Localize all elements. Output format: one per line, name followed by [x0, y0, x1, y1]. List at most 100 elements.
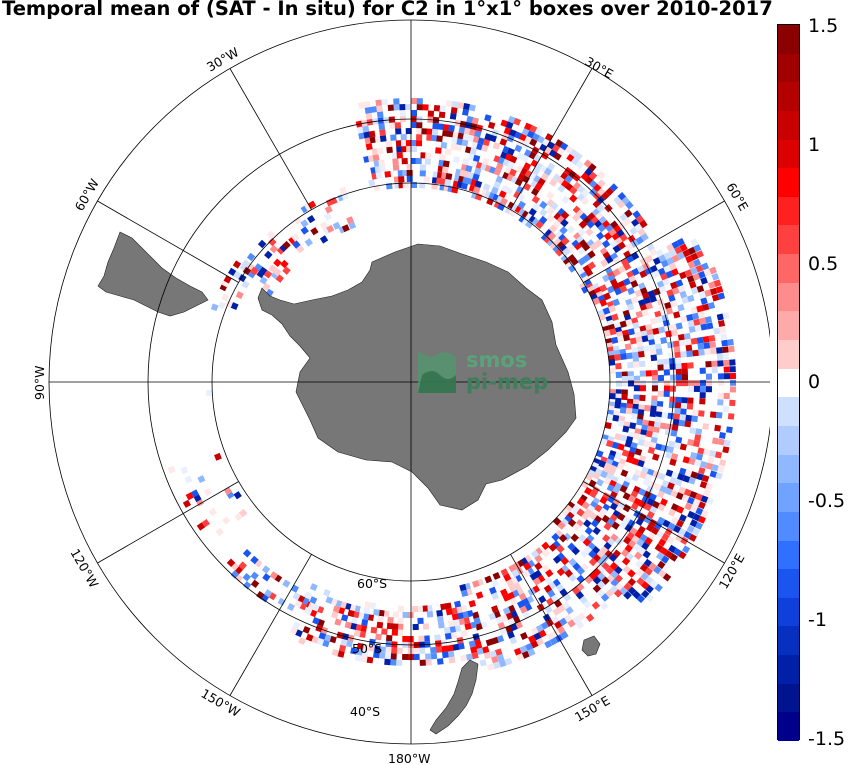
data-cell: [688, 280, 697, 289]
data-cell: [601, 514, 610, 524]
data-cell: [379, 646, 386, 653]
data-cell: [250, 555, 259, 565]
data-cell: [595, 450, 604, 458]
data-cell: [691, 415, 698, 423]
data-cell: [548, 224, 558, 233]
data-cell: [704, 289, 712, 297]
data-cell: [637, 546, 646, 556]
data-cell: [697, 343, 705, 350]
data-cell: [675, 436, 683, 444]
data-cell: [460, 654, 468, 662]
data-cell: [442, 124, 450, 131]
data-cell: [656, 400, 664, 408]
data-cell: [700, 379, 707, 386]
data-cell: [678, 513, 687, 522]
data-cell: [474, 180, 483, 188]
data-cell: [599, 298, 608, 307]
data-cell: [583, 519, 592, 528]
data-cell: [624, 523, 633, 533]
data-cell: [679, 414, 687, 421]
data-cell: [598, 313, 607, 321]
data-cell: [667, 412, 675, 420]
data-cell: [694, 380, 701, 387]
data-cell: [585, 613, 595, 622]
data-cell: [469, 621, 477, 629]
data-cell: [687, 294, 695, 303]
data-cell: [454, 600, 462, 608]
data-cell: [581, 512, 590, 521]
smos-pi-mep-logo: smos pi-mep: [416, 345, 556, 401]
data-cell: [447, 130, 455, 138]
data-cell: [627, 371, 634, 378]
data-cell: [705, 360, 712, 368]
data-cell: [493, 180, 502, 189]
data-cell: [656, 490, 665, 499]
data-cell: [669, 281, 678, 290]
data-cell: [629, 422, 637, 430]
data-cell: [698, 467, 706, 475]
data-cell: [681, 362, 688, 370]
data-cell: [268, 264, 277, 273]
data-cell: [703, 342, 711, 349]
data-cell: [479, 659, 487, 667]
data-cell: [528, 207, 537, 217]
data-cell: [562, 247, 571, 256]
data-cell: [670, 489, 679, 498]
data-cell: [218, 301, 226, 310]
data-cell: [668, 357, 676, 365]
data-cell: [546, 206, 555, 215]
data-cell: [670, 503, 679, 512]
data-cell: [690, 287, 699, 295]
data-cell: [699, 367, 706, 374]
lon-label-60w: 60°W: [72, 176, 102, 213]
data-cell: [711, 294, 720, 302]
data-cell: [656, 530, 665, 539]
data-cell: [635, 236, 644, 245]
data-cell: [612, 298, 621, 307]
data-cell: [689, 451, 698, 460]
data-cell: [413, 647, 420, 655]
data-cell: [688, 477, 696, 485]
data-cell: [669, 385, 676, 392]
data-cell: [663, 390, 670, 397]
data-cell: [708, 281, 716, 289]
data-cell: [405, 139, 413, 147]
data-cell: [624, 343, 632, 351]
logo-text-pimep: pi-mep: [466, 370, 548, 394]
data-cell: [673, 442, 682, 450]
data-cell: [518, 592, 527, 601]
data-cell: [729, 359, 736, 366]
data-cell: [636, 418, 643, 426]
data-cell: [652, 270, 661, 278]
data-cell: [592, 471, 601, 480]
data-cell: [450, 106, 458, 114]
data-cell: [486, 197, 495, 206]
data-cell: [492, 572, 501, 580]
data-cell: [627, 569, 636, 578]
data-cell: [494, 648, 503, 656]
data-cell: [590, 519, 600, 528]
data-cell: [448, 656, 456, 664]
data-cell: [441, 166, 449, 174]
data-cell: [400, 139, 408, 147]
data-cell: [445, 608, 453, 616]
data-cell: [511, 569, 520, 578]
data-cell: [233, 270, 242, 280]
data-cell: [687, 261, 696, 269]
data-cell: [230, 302, 239, 310]
data-cell: [619, 406, 627, 414]
data-cell: [622, 504, 631, 513]
data-cell: [706, 322, 714, 330]
data-cell: [642, 419, 649, 427]
data-cell: [599, 284, 608, 293]
data-cell: [564, 569, 573, 578]
data-cell: [587, 261, 596, 270]
data-cell: [462, 616, 471, 625]
data-cell: [471, 611, 480, 619]
colorbar-tick-neg-1: -1: [808, 609, 827, 631]
data-cell: [682, 249, 691, 258]
data-cell: [570, 257, 579, 266]
data-cell: [384, 170, 392, 178]
meridian-line: [97, 481, 239, 564]
data-cell: [480, 144, 489, 153]
